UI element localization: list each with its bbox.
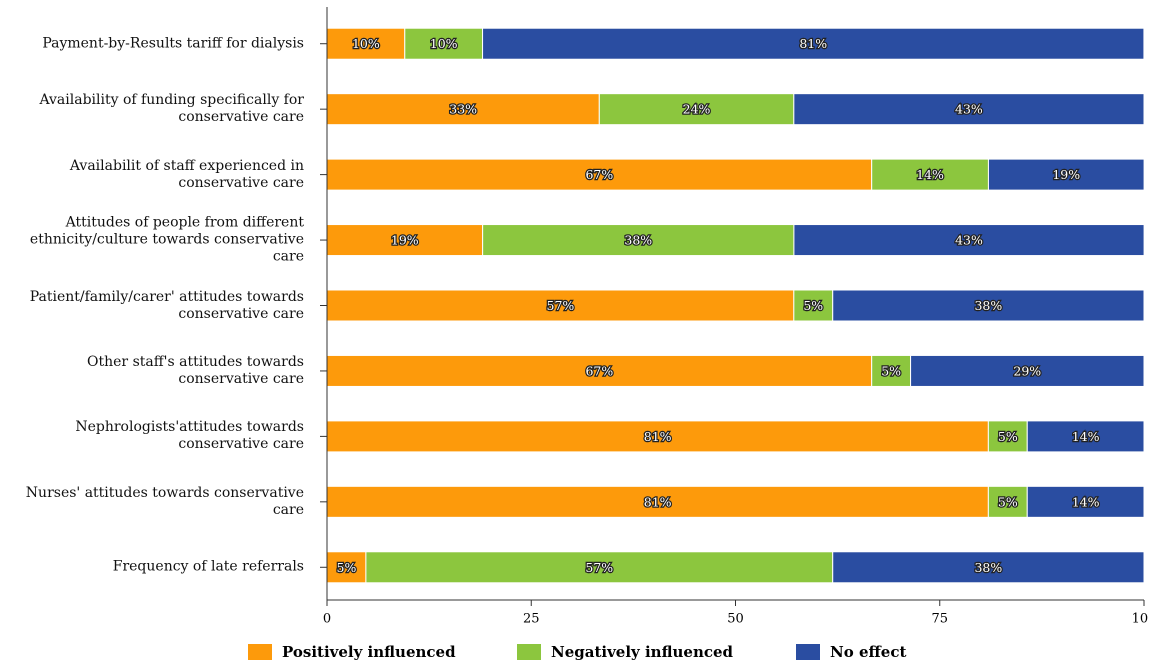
x-tick-label: 25 (523, 612, 540, 627)
category-label: Availability of funding specifically for… (39, 92, 304, 126)
category-label: Payment-by-Results tariff for dialysis (42, 35, 304, 52)
legend-label: No effect (830, 643, 906, 661)
data-label: 29% (1013, 363, 1041, 378)
category-label: Availabilit of staff experienced in cons… (69, 157, 304, 191)
bar-segment (987, 420, 1028, 453)
data-label: 10% (430, 36, 458, 51)
bar-segment (832, 289, 1145, 322)
category-label: Nurses' attitudes towards conservative c… (25, 484, 304, 518)
bar-segment (326, 93, 600, 126)
data-label: 67% (585, 363, 613, 378)
bar-segment (326, 158, 873, 191)
bar-segment (793, 93, 1145, 126)
bar-segment (598, 93, 795, 126)
category-label: Attitudes of people from different ethni… (29, 214, 304, 265)
data-label: 33% (449, 102, 477, 117)
data-label: 14% (1072, 429, 1100, 444)
bar-segment (910, 354, 1145, 387)
data-label: 81% (799, 36, 827, 51)
x-tick-label: 100 (1132, 612, 1149, 627)
data-label: 19% (1052, 167, 1080, 182)
data-label: 81% (644, 494, 672, 509)
category-label: Other staff's attitudes towards conserva… (87, 353, 304, 387)
category-label: Nephrologists'attitudes towards conserva… (75, 419, 304, 453)
legend-swatch (796, 644, 820, 660)
legend-swatch (248, 644, 272, 660)
bar-segment (326, 551, 367, 584)
data-label: 14% (916, 167, 944, 182)
data-label: 14% (1072, 494, 1100, 509)
x-tick-label: 0 (323, 612, 331, 627)
bar-segment (365, 551, 834, 584)
x-tick-label: 50 (727, 612, 744, 627)
x-tick-label: 75 (931, 612, 948, 627)
bar-segment (326, 485, 989, 518)
category-label: Frequency of late referrals (112, 558, 304, 575)
data-label: 43% (955, 233, 983, 248)
data-label: 10% (352, 36, 380, 51)
data-label: 5% (881, 363, 901, 378)
data-label: 5% (998, 494, 1018, 509)
data-label: 5% (337, 560, 357, 575)
category-label: Patient/family/carer' attitudes towards … (29, 288, 304, 322)
data-label: 19% (391, 233, 419, 248)
bar-segment (482, 27, 1145, 60)
data-label: 81% (644, 429, 672, 444)
bar-segment (326, 354, 873, 387)
bar-segment (987, 158, 1145, 191)
legend-label: Negatively influenced (551, 643, 734, 661)
bar-segment (832, 551, 1145, 584)
bar-segment (793, 224, 1145, 257)
data-label: 5% (998, 429, 1018, 444)
data-label: 57% (547, 298, 575, 313)
bar-segment (404, 27, 484, 60)
bar-segment (871, 354, 912, 387)
legend-swatch (517, 644, 541, 660)
data-label: 67% (585, 167, 613, 182)
legend-label: Positively influenced (282, 643, 456, 661)
data-label: 38% (624, 233, 652, 248)
data-label: 38% (974, 298, 1002, 313)
data-label: 5% (803, 298, 823, 313)
data-label: 24% (683, 102, 711, 117)
bar-segment (793, 289, 834, 322)
data-label: 43% (955, 102, 983, 117)
bar-segment (326, 224, 484, 257)
bar-segment (1026, 485, 1145, 518)
data-label: 57% (585, 560, 613, 575)
bar-segment (1026, 420, 1145, 453)
data-label: 38% (974, 560, 1002, 575)
